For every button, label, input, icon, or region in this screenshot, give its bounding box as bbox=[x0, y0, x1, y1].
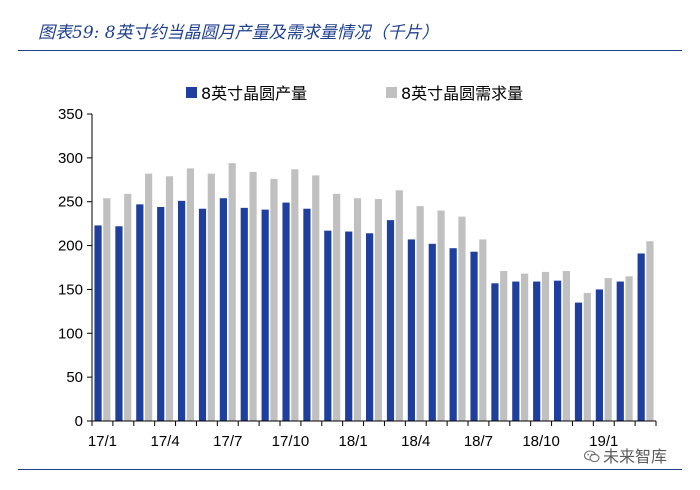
production-bar-18-1 bbox=[345, 231, 353, 421]
y-tick-label: 0 bbox=[75, 413, 83, 430]
production-bar-18-3 bbox=[386, 220, 395, 421]
production-bar-18-11 bbox=[554, 280, 562, 421]
demand-bar-17-7 bbox=[228, 163, 236, 421]
demand-bar-17-10 bbox=[291, 169, 299, 421]
demand-bar-18-8 bbox=[500, 271, 508, 421]
demand-bar-17-9 bbox=[270, 178, 278, 421]
production-bar-18-4 bbox=[407, 239, 415, 421]
demand-bar-18-3 bbox=[395, 190, 403, 421]
y-tick-label: 100 bbox=[58, 325, 83, 342]
demand-bar-17-12 bbox=[333, 193, 341, 421]
demand-bar-17-4 bbox=[165, 176, 174, 421]
x-tick-label: 18/1 bbox=[339, 433, 368, 450]
production-bar-18-8 bbox=[491, 283, 499, 421]
production-bar-18-6 bbox=[449, 248, 457, 421]
production-bar-18-10 bbox=[533, 281, 541, 421]
demand-bar-18-2 bbox=[374, 199, 382, 421]
demand-bar-17-11 bbox=[312, 175, 320, 421]
production-bar-17-12 bbox=[324, 230, 332, 421]
demand-bar-17-6 bbox=[207, 173, 215, 421]
y-tick-label: 350 bbox=[58, 106, 83, 123]
production-bar-17-5 bbox=[178, 200, 186, 421]
chart-bars bbox=[94, 163, 654, 421]
production-bar-18-2 bbox=[366, 233, 374, 421]
production-bar-17-6 bbox=[198, 208, 207, 421]
legend-label-production: 8英寸晶圆产量 bbox=[201, 84, 307, 103]
production-bar-17-9 bbox=[261, 209, 269, 421]
bottom-divider bbox=[18, 469, 682, 470]
production-bar-17-7 bbox=[219, 198, 227, 421]
production-bar-18-9 bbox=[512, 281, 520, 421]
demand-bar-17-2 bbox=[124, 193, 132, 421]
figure-title: 图表59: 8英寸约当晶圆月产量及需求量情况（千片） bbox=[38, 23, 439, 43]
production-bar-17-2 bbox=[115, 226, 123, 421]
y-tick-label: 50 bbox=[66, 369, 83, 386]
demand-bar-17-5 bbox=[186, 168, 194, 421]
demand-bar-18-11 bbox=[562, 271, 570, 421]
production-bar-18-7 bbox=[470, 251, 478, 421]
y-axis: 0 50 100 150 200 250 300 350 bbox=[58, 106, 93, 430]
x-tick-label: 17/10 bbox=[272, 433, 310, 450]
y-tick-label: 250 bbox=[58, 194, 83, 211]
watermark-text: 未来智库 bbox=[603, 447, 668, 466]
y-tick-label: 150 bbox=[58, 281, 83, 298]
x-tick-label: 17/4 bbox=[151, 433, 180, 450]
chart-legend: 8英寸晶圆产量 8英寸晶圆需求量 bbox=[186, 84, 523, 103]
production-bar-17-8 bbox=[240, 207, 248, 421]
demand-bar-18-1 bbox=[353, 198, 362, 421]
x-tick-label: 18/10 bbox=[522, 433, 560, 450]
y-tick-label: 300 bbox=[58, 150, 83, 167]
demand-bar-17-3 bbox=[145, 173, 153, 421]
wechat-icon bbox=[584, 450, 600, 463]
legend-swatch-production bbox=[186, 87, 197, 98]
legend-swatch-demand bbox=[386, 87, 397, 98]
production-bar-17-3 bbox=[136, 204, 144, 421]
production-bar-17-10 bbox=[282, 202, 290, 421]
production-bar-17-1 bbox=[94, 225, 102, 421]
title-divider bbox=[18, 50, 682, 51]
demand-bar-19-3 bbox=[646, 241, 654, 421]
x-tick-label: 17/7 bbox=[213, 433, 242, 450]
demand-bar-19-1 bbox=[604, 278, 612, 421]
demand-bar-18-7 bbox=[479, 239, 487, 421]
x-axis: 17/1 17/4 17/7 17/10 18/1 18/4 18/7 18/10 19/1 bbox=[88, 420, 657, 450]
production-bar-18-5 bbox=[428, 243, 436, 421]
demand-bar-19-2 bbox=[625, 276, 633, 421]
x-tick-label: 19/1 bbox=[589, 433, 618, 450]
demand-bar-18-5 bbox=[437, 210, 445, 421]
production-bar-17-11 bbox=[303, 208, 311, 421]
demand-bar-18-6 bbox=[458, 216, 466, 421]
demand-bar-17-1 bbox=[103, 198, 111, 421]
x-tick-label: 18/7 bbox=[464, 433, 493, 450]
x-tick-label: 17/1 bbox=[88, 433, 117, 450]
demand-bar-17-8 bbox=[249, 171, 257, 421]
production-bar-17-4 bbox=[157, 206, 165, 421]
legend-label-demand: 8英寸晶圆需求量 bbox=[401, 84, 523, 103]
demand-bar-18-12 bbox=[583, 292, 591, 421]
x-tick-label: 18/4 bbox=[401, 433, 430, 450]
production-bar-19-2 bbox=[616, 281, 624, 421]
production-bar-18-12 bbox=[574, 302, 583, 421]
watermark: 未来智库 bbox=[584, 443, 667, 467]
demand-bar-18-9 bbox=[521, 273, 529, 421]
demand-bar-18-10 bbox=[541, 271, 550, 421]
production-bar-19-3 bbox=[637, 253, 645, 421]
y-tick-label: 200 bbox=[58, 238, 83, 255]
production-bar-19-1 bbox=[595, 289, 603, 421]
demand-bar-18-4 bbox=[416, 206, 424, 421]
